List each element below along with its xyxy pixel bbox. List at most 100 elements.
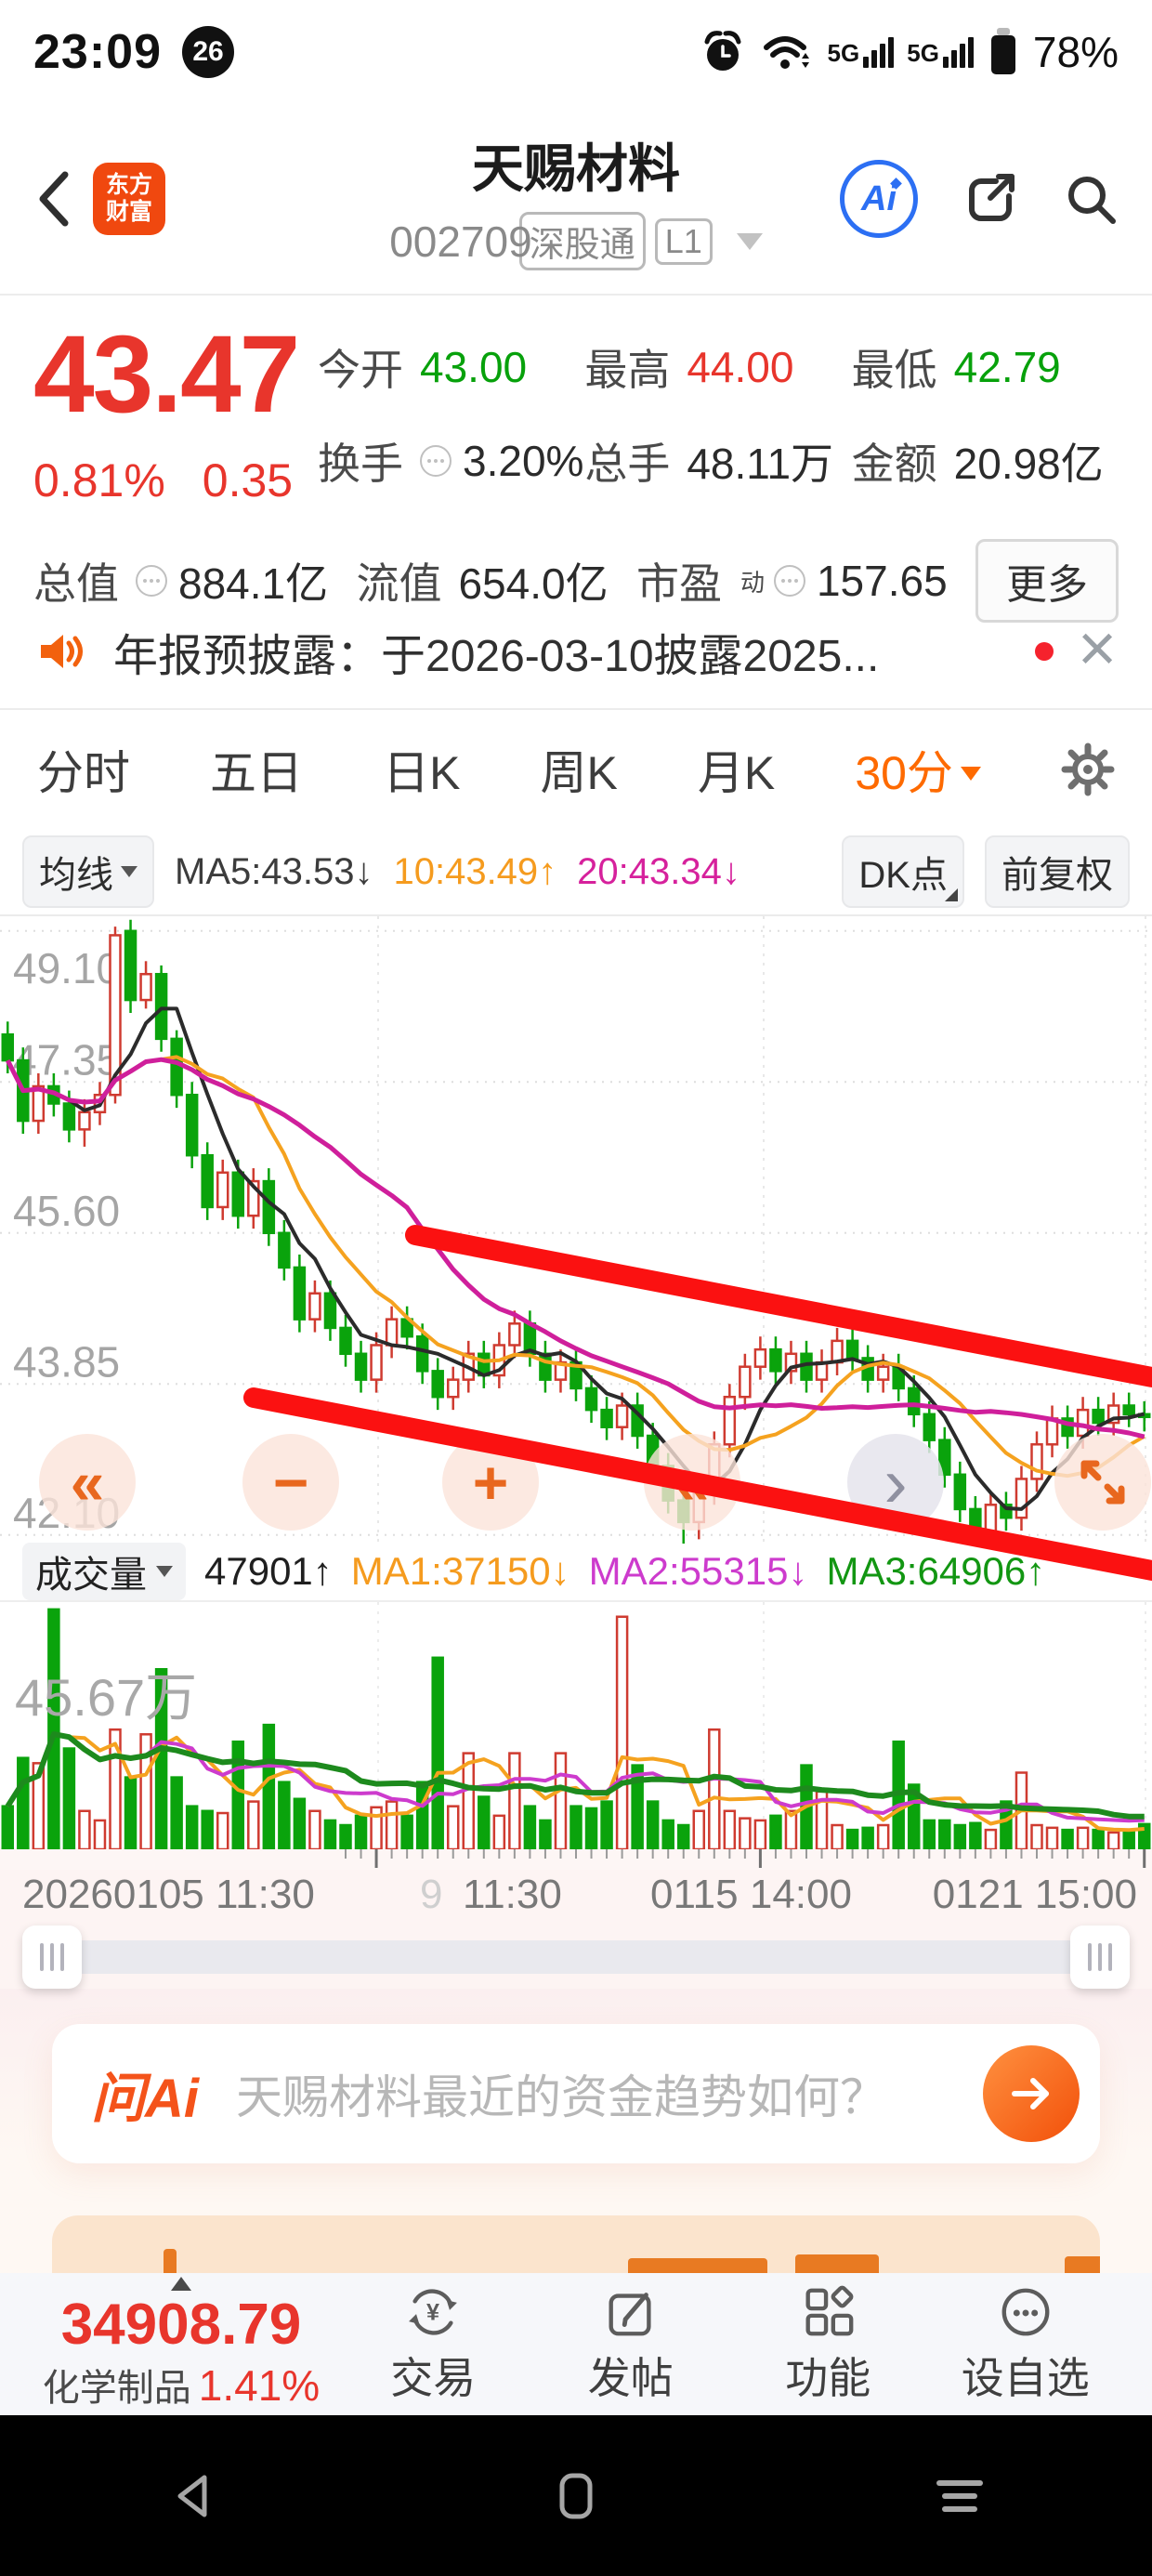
tab-5day[interactable]: 五日 xyxy=(210,747,304,799)
grid-icon xyxy=(805,2285,854,2335)
change-amount: 0.35 xyxy=(202,454,294,506)
alarm-icon xyxy=(704,31,741,71)
forward-adjust-button[interactable]: 前复权 xyxy=(985,835,1130,908)
eastmoney-logo[interactable]: 东方 财富 xyxy=(93,163,165,235)
time-label-start: 20260105 11:30 xyxy=(22,1872,315,1917)
post-icon xyxy=(609,2292,651,2335)
ma-selector-button[interactable]: 均线 xyxy=(22,835,154,908)
arrow-right-icon xyxy=(1012,2078,1049,2109)
scrollbar-handle-right[interactable] xyxy=(1070,1925,1130,1989)
announcement-text[interactable]: 年报预披露：于2026-03-10披露2025... xyxy=(113,632,880,681)
volume-legend-bar: 成交量 47901↑ MA1:37150↓ MA2:55315↓ MA3:649… xyxy=(0,1543,1152,1600)
svg-text:¥: ¥ xyxy=(426,2299,439,2325)
ma-legend-bar: 均线 MA5:43.53↓ 10:43.49↑ 20:43.34↓ DK点 前复… xyxy=(0,829,1152,914)
speaker-icon xyxy=(41,635,83,668)
tab-monthly-k[interactable]: 月K xyxy=(697,747,776,799)
trade-icon: ¥ xyxy=(409,2288,458,2335)
android-back-button[interactable] xyxy=(0,2415,384,2576)
nav-item-features[interactable]: 功能 xyxy=(729,2283,927,2406)
pan-left-button[interactable]: « xyxy=(39,1434,136,1531)
android-navigation-bar xyxy=(0,2415,1152,2576)
stock-code: 002709 xyxy=(389,217,532,266)
stat-turnover-rate[interactable]: 换手 3.20% xyxy=(318,436,584,488)
more-button[interactable]: 更多 xyxy=(975,539,1119,623)
svg-text:49.10: 49.10 xyxy=(13,944,120,992)
wifi-icon xyxy=(763,36,809,69)
zoom-in-button[interactable]: + xyxy=(442,1434,539,1531)
share-icon[interactable] xyxy=(959,168,1020,230)
sector-name: 化学制品 xyxy=(42,2367,191,2409)
dk-point-button[interactable]: DK点 xyxy=(842,835,964,908)
android-recents-button[interactable] xyxy=(768,2415,1152,2576)
svg-text:43.85: 43.85 xyxy=(13,1337,120,1386)
pan-collapse-button[interactable]: « xyxy=(644,1434,740,1531)
zoom-out-button[interactable]: − xyxy=(242,1434,339,1531)
sector-index-block[interactable]: 34908.79 化学制品 1.41% xyxy=(28,2277,334,2411)
stat-high: 最高 44.00 xyxy=(584,342,794,394)
android-home-button[interactable] xyxy=(384,2415,767,2576)
fullscreen-button[interactable] xyxy=(1054,1434,1151,1531)
ask-ai-question[interactable]: 天赐材料最近的资金趋势如何？ xyxy=(236,2071,887,2123)
volume-current: 47901↑ xyxy=(204,1549,333,1593)
promo-banner-clipped[interactable] xyxy=(52,2215,1100,2273)
expand-icon xyxy=(1080,1460,1125,1505)
status-bar: 23:09 26 5G 5G 78% xyxy=(0,0,1152,104)
gear-icon[interactable] xyxy=(1061,743,1115,796)
quote-level-badge: L1 xyxy=(654,217,713,265)
svg-text:47.35: 47.35 xyxy=(13,1035,120,1084)
next-chevron-button[interactable]: › xyxy=(847,1434,944,1531)
info-icon[interactable] xyxy=(773,565,805,597)
stat-low: 最低 42.79 xyxy=(851,342,1061,394)
stock-title: 天赐材料 xyxy=(472,139,680,198)
tab-minute[interactable]: 分时 xyxy=(37,747,130,799)
sector-index-value: 34908.79 xyxy=(60,2293,302,2358)
cellular-5g-icon-1: 5G xyxy=(828,36,895,68)
search-icon[interactable] xyxy=(1061,169,1120,229)
time-label-0115: 0115 14:00 xyxy=(650,1872,852,1917)
change-percent: 0.81% xyxy=(33,454,165,506)
tab-weekly-k[interactable]: 周K xyxy=(540,747,618,799)
ask-ai-section: 问Ai 天赐材料最近的资金趋势如何？ xyxy=(0,1989,1152,2273)
sector-change: 1.41% xyxy=(198,2360,321,2410)
close-icon[interactable]: × xyxy=(1077,611,1117,686)
info-icon[interactable] xyxy=(136,565,167,597)
battery-percentage: 78% xyxy=(1032,28,1119,76)
volume-selector-button[interactable]: 成交量 xyxy=(22,1543,186,1600)
tab-daily-k[interactable]: 日K xyxy=(383,747,461,799)
volume-ma3-legend: MA3:64906↑ xyxy=(826,1549,1046,1593)
scrollbar-track[interactable] xyxy=(28,1940,1124,1974)
announcement-bar[interactable]: 年报预披露：于2026-03-10披露2025... × xyxy=(0,595,1152,710)
stat-pe-ratio[interactable]: 市盈动 157.65 xyxy=(635,557,948,608)
svg-text:45.60: 45.60 xyxy=(13,1187,120,1235)
ma20-legend: 20:43.34↓ xyxy=(577,850,740,892)
ask-ai-submit-button[interactable] xyxy=(983,2045,1080,2142)
nav-item-watchlist[interactable]: 设自选 xyxy=(927,2283,1125,2406)
volume-ma2-legend: MA2:55315↓ xyxy=(588,1549,808,1593)
stat-float-cap: 流值 654.0亿 xyxy=(356,559,609,608)
nav-item-post[interactable]: 发帖 xyxy=(532,2283,730,2406)
ask-ai-searchbar[interactable]: 问Ai 天赐材料最近的资金趋势如何？ xyxy=(52,2024,1100,2163)
quote-panel: 43.47 0.81% 0.35 今开 43.00 最高 44.00 最低 42.79… xyxy=(0,296,1152,623)
back-icon[interactable] xyxy=(32,167,76,230)
volume-ma1-legend: MA1:37150↓ xyxy=(350,1549,570,1593)
ai-assistant-button[interactable]: Ai xyxy=(840,160,918,238)
info-icon[interactable] xyxy=(420,444,452,477)
nav-item-trade[interactable]: ¥ 交易 xyxy=(334,2283,532,2406)
chart-range-scrollbar[interactable] xyxy=(0,1925,1152,1989)
tab-30min-active[interactable]: 30分 xyxy=(855,736,981,803)
ma10-legend: 10:43.49↑ xyxy=(393,850,557,892)
axis-ticks-row xyxy=(0,1847,1152,1870)
stat-market-cap[interactable]: 总值 884.1亿 xyxy=(33,559,329,608)
circle-ellipsis-icon xyxy=(1001,2288,1050,2335)
cellular-5g-icon-2: 5G xyxy=(907,36,974,68)
ma5-legend: MA5:43.53↓ xyxy=(175,850,373,892)
notification-count-badge: 26 xyxy=(182,26,234,78)
scrollbar-handle-left[interactable] xyxy=(22,1925,82,1989)
app-header: 东方 财富 天赐材料 002709 深股通 L1 Ai xyxy=(0,104,1152,296)
time-label-mid-faint: 9 xyxy=(420,1872,443,1917)
stat-open: 今开 43.00 xyxy=(318,342,528,394)
volume-chart[interactable]: 45.67万 xyxy=(0,1600,1152,1851)
last-price: 43.47 xyxy=(33,313,300,436)
chevron-down-icon[interactable] xyxy=(736,232,763,250)
